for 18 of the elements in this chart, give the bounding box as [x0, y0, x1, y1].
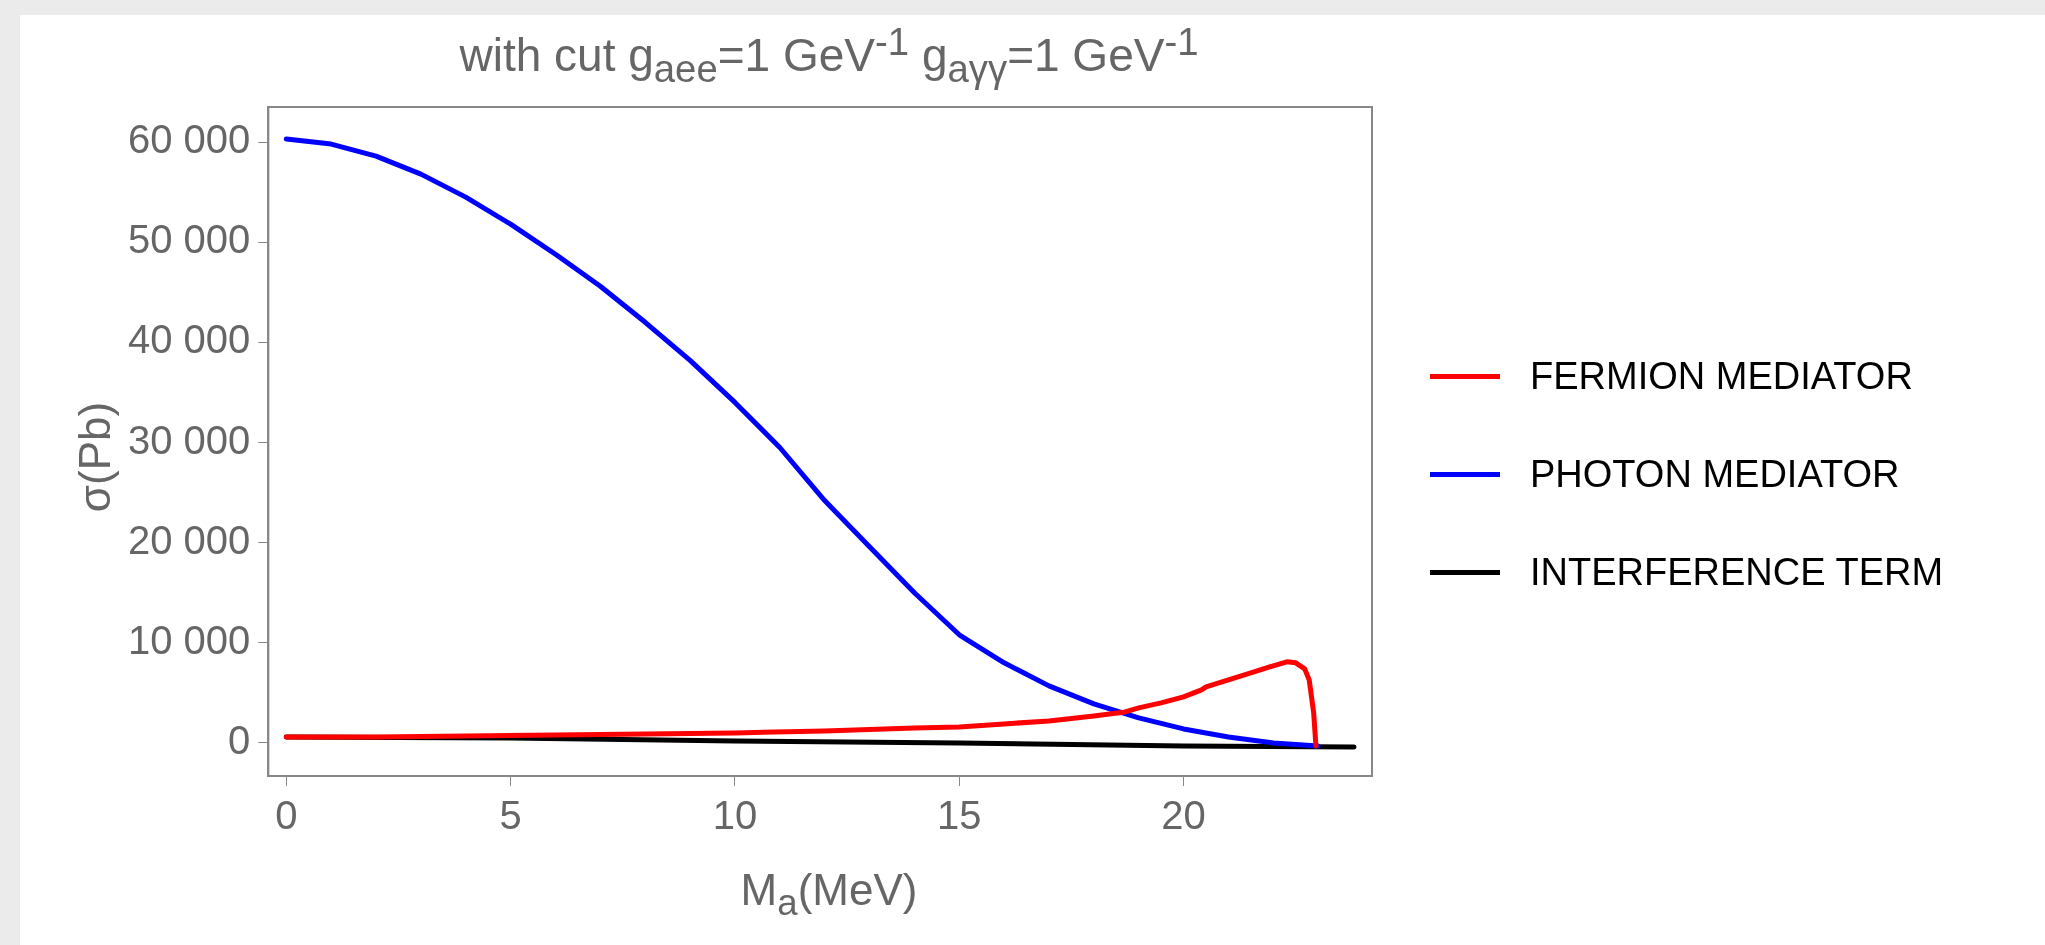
- x-tick-label: 10: [712, 793, 758, 838]
- y-tick-label: 40 000: [128, 317, 251, 362]
- y-tick-label: 10 000: [128, 617, 251, 662]
- x-tick-label: 20: [1161, 793, 1206, 838]
- legend-label: FERMION MEDIATOR: [1530, 355, 1913, 398]
- x-tick-label: 0: [275, 793, 298, 838]
- legend-label: PHOTON MEDIATOR: [1530, 453, 1900, 496]
- x-axis-title: M$_{a}$(MeV): [739, 865, 919, 924]
- x-tick-label: 5: [499, 793, 522, 838]
- y-tick-label: 60 000: [128, 117, 251, 162]
- y-tick-label: 0: [228, 717, 251, 762]
- y-tick-label: 50 000: [128, 217, 251, 262]
- chart-title: with cut g$_{aee}$=1 GeV$^{-1}$ g$_{aγγ}$=1 GeV$^{-1}$: [458, 20, 1200, 91]
- y-axis-title: σ(Pb): [70, 401, 120, 513]
- y-tick-label: 20 000: [128, 517, 251, 562]
- legend-label: INTERFERENCE TERM: [1530, 551, 1944, 594]
- x-tick-label: 15: [937, 793, 982, 838]
- y-tick-label: 30 000: [128, 417, 251, 462]
